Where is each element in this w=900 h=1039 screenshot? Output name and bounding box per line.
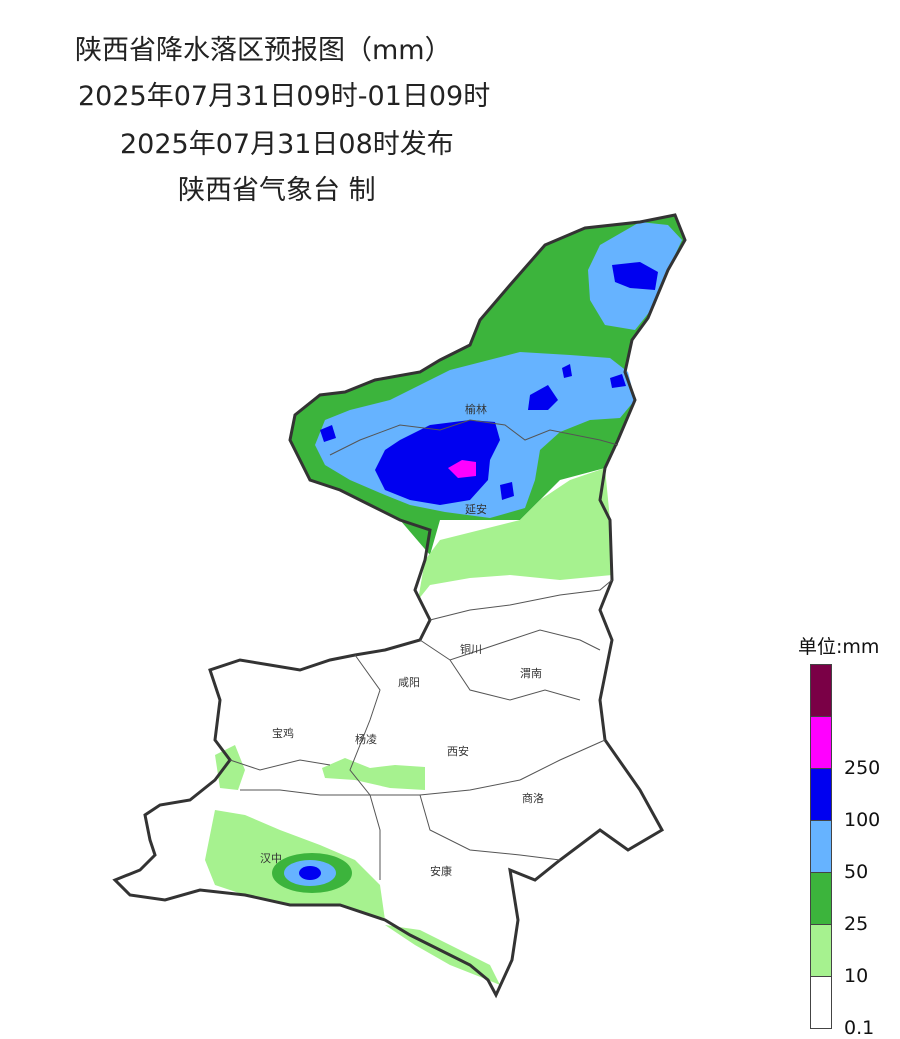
rain-50-100-spot5 xyxy=(562,364,572,378)
legend-label: 250 xyxy=(844,757,881,779)
legend-swatch xyxy=(810,872,832,925)
city-label-ankang: 安康 xyxy=(430,864,452,878)
legend-swatch xyxy=(810,768,832,821)
issuer: 陕西省气象台 制 xyxy=(178,175,376,206)
province-border xyxy=(112,213,687,999)
city-label-shangluo: 商洛 xyxy=(522,791,544,805)
legend-label: 0.1 xyxy=(844,1017,875,1039)
map-title: 陕西省降水落区预报图（mm） xyxy=(75,35,452,66)
rain-100-250-core xyxy=(448,460,476,478)
rain-0.1-10-qinling xyxy=(322,758,425,790)
issue-time: 2025年07月31日08时发布 xyxy=(120,129,454,160)
legend-label: 100 xyxy=(844,809,881,831)
city-label-yulin: 榆林 xyxy=(465,402,487,416)
city-labels: 榆林 延安 铜川 渭南 咸阳 宝鸡 杨凌 西安 商洛 汉中 安康 xyxy=(260,402,544,878)
legend-swatch xyxy=(810,924,832,977)
city-label-hanzhong: 汉中 xyxy=(260,852,282,865)
rain-50-100-spot4 xyxy=(610,374,626,388)
legend-swatch xyxy=(810,820,832,873)
city-label-baoji: 宝鸡 xyxy=(272,726,294,740)
legend-title: 单位:mm xyxy=(798,636,880,658)
city-label-yanan: 延安 xyxy=(465,502,487,516)
rain-50-100-hanzhong xyxy=(299,866,321,880)
legend-label: 50 xyxy=(844,861,869,883)
legend-label: 10 xyxy=(844,965,869,987)
legend-label: 25 xyxy=(844,913,869,935)
city-label-tongchuan: 铜川 xyxy=(460,642,482,656)
legend-color-bar xyxy=(810,664,832,1029)
city-borders xyxy=(229,419,619,880)
city-label-xianyang: 咸阳 xyxy=(398,676,420,689)
rain-0.1-10-central xyxy=(418,468,612,600)
legend-swatch xyxy=(810,976,832,1029)
rain-50-100-spot3 xyxy=(500,482,514,500)
rain-0.1-10-se xyxy=(385,925,500,985)
city-label-xian: 西安 xyxy=(447,744,469,758)
forecast-period: 2025年07月31日09时-01日09时 xyxy=(78,81,491,112)
rain-0.1-10-west xyxy=(215,745,245,790)
rain-50-100-core xyxy=(375,420,500,505)
rain-50-100-spot1 xyxy=(528,385,558,410)
legend-swatch xyxy=(810,716,832,769)
legend-swatch xyxy=(810,664,832,717)
rain-50-100-ne xyxy=(612,262,658,290)
rain-50-100-spot2 xyxy=(320,425,336,442)
city-label-yangling: 杨凌 xyxy=(355,732,377,746)
city-label-weinan: 渭南 xyxy=(520,667,542,680)
